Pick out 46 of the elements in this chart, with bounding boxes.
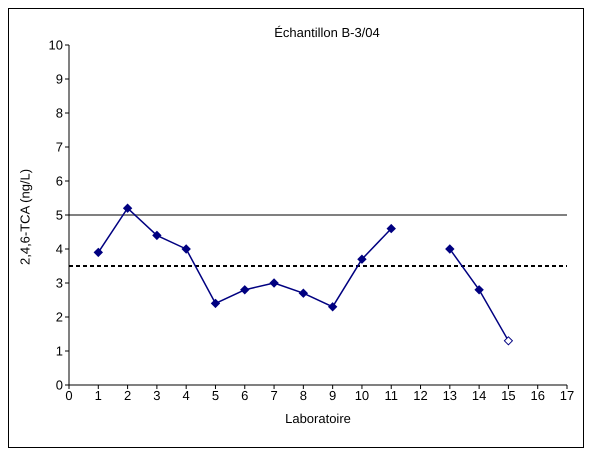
y-tick-label: 9 xyxy=(56,72,63,87)
point xyxy=(328,302,338,312)
x-tick-label: 12 xyxy=(413,388,428,404)
y-tick-label: 4 xyxy=(56,242,63,257)
point xyxy=(182,244,191,254)
y-axis-title: 2,4,6-TCA (ng/L) xyxy=(18,168,33,265)
x-tick-label: 3 xyxy=(153,388,160,404)
point xyxy=(240,285,250,294)
x-tick-label: 0 xyxy=(65,388,73,404)
chart-title: Échantillon B-3/04 xyxy=(273,25,381,40)
x-tick-label: 1 xyxy=(94,388,102,404)
point xyxy=(445,244,454,254)
point xyxy=(210,298,220,308)
y-tick-label: 8 xyxy=(56,106,63,121)
point xyxy=(94,248,103,257)
point xyxy=(123,204,132,213)
x-tick-label: 14 xyxy=(472,388,486,404)
y-tick-label: 3 xyxy=(56,276,63,291)
x-tick-label: 10 xyxy=(354,388,370,404)
x-tick-label: 9 xyxy=(329,388,336,404)
y-tick-label: 10 xyxy=(48,38,63,53)
x-tick-label: 17 xyxy=(560,388,574,404)
x-tick-label: 13 xyxy=(442,388,458,404)
x-tick-label: 6 xyxy=(241,388,248,404)
y-tick-label: 7 xyxy=(56,140,63,155)
x-tick-label: 4 xyxy=(182,388,190,404)
point xyxy=(357,254,366,264)
point xyxy=(504,336,513,346)
x-axis-title: Laboratoire xyxy=(285,411,351,426)
x-tick-label: 11 xyxy=(384,388,398,404)
y-tick-label: 2 xyxy=(56,310,63,325)
y-tick-label: 5 xyxy=(56,208,63,223)
point xyxy=(270,278,279,288)
x-tick-label: 2 xyxy=(124,388,132,404)
x-tick-label: 7 xyxy=(270,388,278,404)
x-tick-label: 15 xyxy=(501,388,516,404)
y-tick-label: 0 xyxy=(56,378,63,393)
y-tick-label: 1 xyxy=(56,344,63,359)
point xyxy=(298,288,308,298)
point xyxy=(474,285,484,294)
point xyxy=(386,224,396,234)
x-tick-label: 16 xyxy=(530,388,545,404)
y-tick-label: 6 xyxy=(56,174,63,189)
x-tick-label: 8 xyxy=(300,388,307,404)
point xyxy=(152,230,162,240)
x-tick-label: 5 xyxy=(212,388,220,404)
